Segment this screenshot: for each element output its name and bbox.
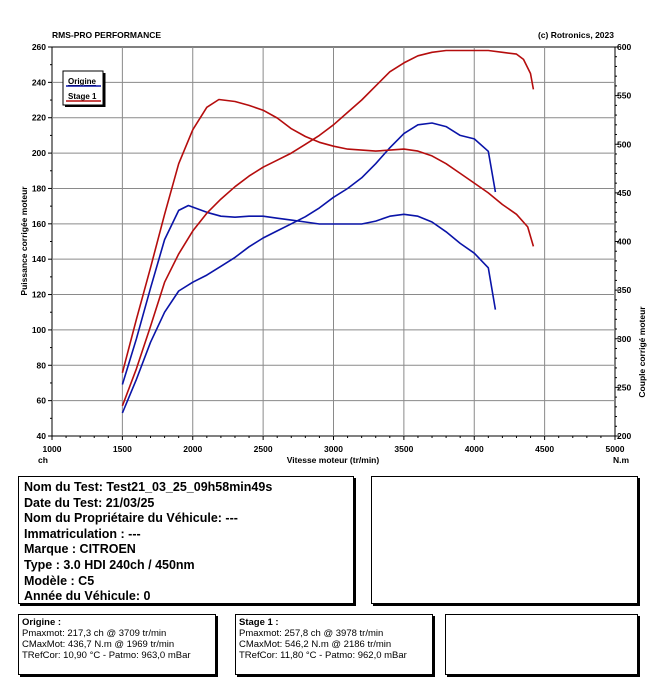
x-tick-label: 1000 (43, 444, 62, 454)
y-axis-label-left: Puissance corrigée moteur (19, 186, 29, 296)
owner-name: Nom du Propriétaire du Véhicule: --- (24, 511, 238, 526)
result-stage1-pmax: Pmaxmot: 257,8 ch @ 3978 tr/min (239, 628, 384, 639)
vehicle-year: Année du Véhicule: 0 (24, 589, 151, 604)
test-date: Date du Test: 21/03/25 (24, 495, 155, 510)
result-panel-origine: Origine : Pmaxmot: 217,3 ch @ 3709 tr/mi… (18, 614, 216, 675)
x-tick-label: 2500 (254, 444, 273, 454)
x-tick-label: 2000 (183, 444, 202, 454)
power-curve-origine (121, 122, 497, 414)
y-left-tick-label: 60 (37, 396, 47, 406)
result-stage1-title: Stage 1 : (239, 617, 279, 628)
y-left-tick-label: 100 (32, 325, 46, 335)
y-left-tick-label: 200 (32, 148, 46, 158)
result-origine-tref: TRefCor: 10,90 °C - Patmo: 963,0 mBar (22, 650, 191, 661)
legend: Origine Stage 1 (62, 70, 106, 107)
power-curve-stage-1 (121, 49, 535, 407)
y-left-tick-label: 80 (37, 360, 47, 370)
y-left-tick-label: 220 (32, 113, 46, 123)
torque-curve-origine (121, 204, 497, 385)
y-left-tick-label: 140 (32, 254, 46, 264)
x-tick-label: 3000 (324, 444, 343, 454)
chart-header-right: (c) Rotronics, 2023 (538, 30, 614, 40)
vehicle-type: Type : 3.0 HDI 240ch / 450nm (24, 557, 195, 572)
chart-header-left: RMS-PRO PERFORMANCE (52, 30, 161, 40)
y-left-tick-label: 120 (32, 290, 46, 300)
y-right-tick-label: 200 (617, 431, 631, 441)
result-origine-pmax: Pmaxmot: 217,3 ch @ 3709 tr/min (22, 628, 167, 639)
x-tick-label: 5000 (606, 444, 625, 454)
y-right-tick-label: 500 (617, 139, 631, 149)
result-stage1-cmax: CMaxMot: 546,2 N.m @ 2186 tr/min (239, 639, 392, 650)
test-info-panel: Nom du Test: Test21_03_25_09h58min49s Da… (18, 476, 354, 604)
vehicle-make: Marque : CITROEN (24, 542, 136, 557)
y-right-tick-label: 400 (617, 237, 631, 247)
y-left-tick-label: 160 (32, 219, 46, 229)
test-name: Nom du Test: Test21_03_25_09h58min49s (24, 480, 273, 494)
y-left-tick-label: 240 (32, 77, 46, 87)
y-right-tick-label: 250 (617, 382, 631, 392)
result-origine-title: Origine : (22, 617, 62, 628)
x-unit-left: ch (38, 455, 48, 465)
x-unit-right: N.m (613, 455, 630, 465)
x-tick-label: 1500 (113, 444, 132, 454)
y-right-tick-label: 350 (617, 285, 631, 295)
y-left-tick-label: 260 (32, 42, 46, 52)
legend-box (62, 70, 104, 106)
x-tick-label: 4000 (465, 444, 484, 454)
result-panel-stage1: Stage 1 : Pmaxmot: 257,8 ch @ 3978 tr/mi… (235, 614, 433, 675)
torque-curve-stage-1 (121, 98, 535, 374)
result-stage1-tref: TRefCor: 11,80 °C - Patmo: 962,0 mBar (239, 650, 407, 661)
dyno-chart: RMS-PRO PERFORMANCE (c) Rotronics, 2023 … (19, 30, 647, 465)
y-left-tick-label: 40 (37, 431, 47, 441)
registration: Immatriculation : --- (24, 526, 141, 541)
x-tick-label: 3500 (394, 444, 413, 454)
y-right-tick-label: 450 (617, 188, 631, 198)
x-axis-label: Vitesse moteur (tr/min) (287, 455, 380, 465)
x-tick-label: 4500 (535, 444, 554, 454)
result-origine-cmax: CMaxMot: 436,7 N.m @ 1969 tr/min (22, 639, 175, 650)
legend-label-stage1: Stage 1 (68, 92, 97, 101)
y-right-tick-label: 550 (617, 91, 631, 101)
empty-panel-bottom-right (445, 614, 638, 675)
y-right-tick-label: 300 (617, 334, 631, 344)
empty-panel-top-right (371, 476, 638, 604)
y-left-tick-label: 180 (32, 183, 46, 193)
y-right-tick-label: 600 (617, 42, 631, 52)
vehicle-model: Modèle : C5 (24, 573, 95, 588)
y-axis-label-right: Couple corrigé moteur (637, 306, 647, 398)
legend-label-origine: Origine (68, 77, 97, 86)
curves (121, 49, 535, 414)
axis-ticks: 1000 1500 2000 2500 3000 3500 4000 4500 5000 40 60… (32, 42, 632, 454)
